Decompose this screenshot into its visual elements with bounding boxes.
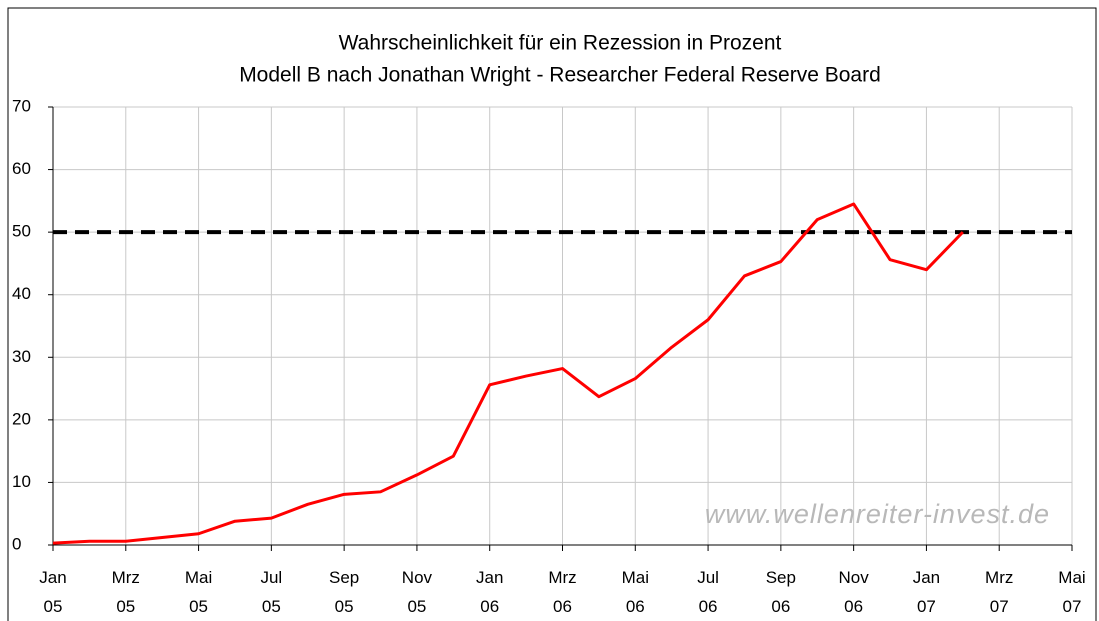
y-tick-label: 30 (12, 347, 31, 366)
x-tick-label: Jan 05 (39, 568, 67, 616)
y-tick-label: 20 (12, 409, 31, 428)
x-tick-label: Mrz 05 (111, 568, 140, 616)
y-tick-label: 50 (12, 222, 31, 241)
x-tick-label: Jan 06 (475, 568, 504, 616)
y-tick-label: 40 (12, 284, 31, 303)
y-tick-label: 60 (12, 159, 31, 178)
y-tick-label: 10 (12, 472, 31, 491)
x-tick-label: Mai 07 (1058, 568, 1086, 616)
chart-title: Wahrscheinlichkeit für ein Rezession in … (339, 32, 782, 55)
frame (7, 7, 1097, 621)
x-tick-label: Mai 06 (621, 568, 649, 616)
x-tick-label: Mrz 06 (548, 568, 577, 616)
x-tick-label: Nov 06 (838, 568, 869, 616)
x-tick-label: Jul 05 (260, 568, 283, 616)
y-tick-label: 70 (12, 96, 31, 115)
x-tick-label: Nov 05 (401, 568, 433, 616)
x-tick-label: Jan 07 (912, 568, 941, 616)
watermark: www.wellenreiter-invest.de (705, 499, 1050, 529)
x-tick-label: Mrz 07 (985, 568, 1014, 616)
y-tick-label: 0 (12, 534, 21, 553)
x-tick-label: Mai 05 (184, 568, 213, 616)
x-tick-label: Sep 06 (765, 568, 796, 616)
x-tick-label: Jul 06 (697, 568, 719, 616)
data-line (52, 202, 964, 545)
chart-subtitle: Modell B nach Jonathan Wright - Research… (239, 64, 881, 87)
x-tick-label: Sep 05 (329, 568, 360, 616)
